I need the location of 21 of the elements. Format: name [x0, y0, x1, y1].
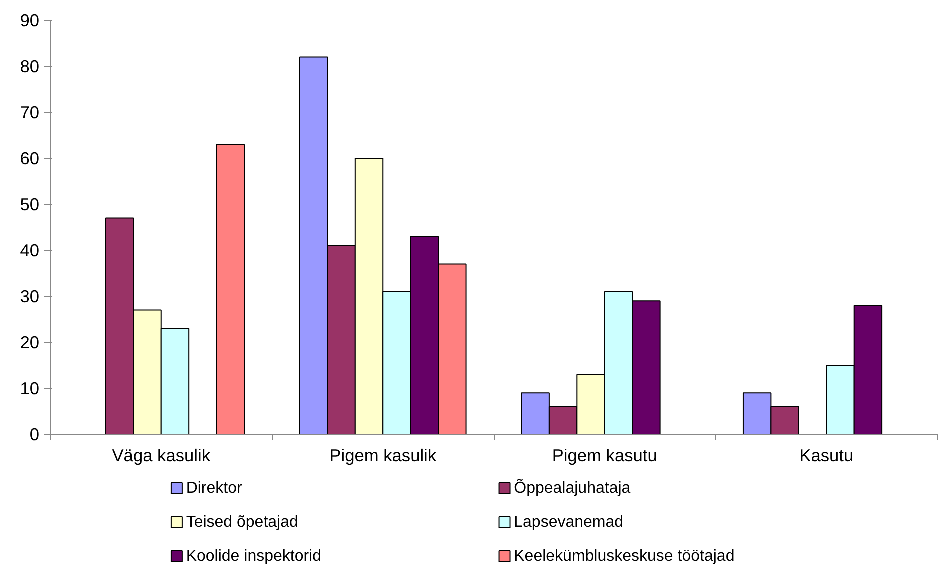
legend-label: Lapsevanemad [514, 514, 624, 531]
legend-label: Õppealajuhataja [514, 478, 631, 497]
x-tick-label: Väga kasulik [112, 446, 211, 466]
legend-label: Koolide inspektorid [186, 548, 322, 565]
y-tick-label: 10 [20, 378, 40, 398]
y-tick-label: 40 [20, 240, 40, 260]
x-tick-label: Pigem kasulik [330, 446, 437, 466]
legend-label: Teised õpetajad [186, 514, 298, 531]
y-tick-label: 60 [20, 148, 40, 168]
y-tick-label: 0 [30, 424, 40, 444]
x-tick-label: Pigem kasutu [552, 446, 658, 466]
y-tick-label: 20 [20, 332, 40, 352]
bar [216, 144, 246, 434]
x-tick-label: Kasutu [800, 446, 854, 466]
y-tick-label: 80 [20, 56, 40, 76]
legend-label: Direktor [186, 480, 243, 497]
legend-label: Keelekümbluskeskuse töötajad [514, 548, 735, 565]
y-tick-label: 30 [20, 286, 40, 306]
y-tick-label: 50 [20, 194, 40, 214]
y-tick-label: 90 [20, 10, 40, 30]
y-tick-label: 70 [20, 102, 40, 122]
